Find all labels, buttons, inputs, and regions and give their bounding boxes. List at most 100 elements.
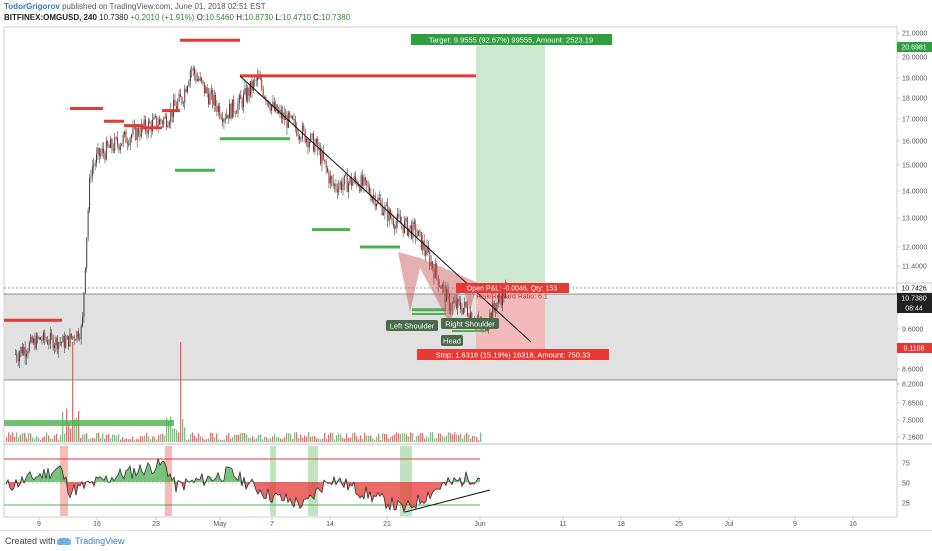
volume-bar — [352, 433, 354, 442]
candle — [251, 74, 253, 98]
candle — [385, 201, 387, 207]
candle — [240, 89, 242, 100]
rsi-band — [270, 446, 276, 516]
candle — [139, 128, 141, 141]
candle — [24, 341, 26, 365]
price-tick-label: 18.0000 — [902, 96, 927, 103]
price-axis[interactable]: 21.0000 20.0000 19.0000 18.0000 17.0000 16.00… — [897, 31, 927, 442]
candle — [157, 117, 159, 134]
author-link[interactable]: TodorGrigorov — [4, 2, 60, 11]
volume-bar — [116, 435, 118, 442]
volume-bar — [416, 435, 418, 442]
candle — [31, 334, 33, 344]
volume-bar — [28, 433, 30, 442]
candle — [381, 197, 383, 216]
target-label[interactable]: Target: 9.9555 (92.67%) 99555, Amount: 2… — [411, 34, 612, 45]
volume-bar — [406, 434, 408, 442]
price-badge-1: 10.7426 — [896, 282, 932, 294]
candle — [223, 117, 225, 130]
volume-bar — [218, 439, 220, 442]
price-change: +0.2010 (+1.91%) — [130, 13, 195, 22]
candle — [248, 85, 250, 103]
candle — [447, 281, 449, 300]
volume-bar — [110, 438, 112, 442]
candle — [56, 335, 58, 355]
candle — [496, 302, 498, 315]
svg-text:Open P&L: -0.0046, Qty: 153: Open P&L: -0.0046, Qty: 153 — [467, 286, 557, 293]
candle — [129, 136, 131, 151]
candle — [352, 179, 354, 187]
candle — [350, 172, 352, 190]
candle — [433, 263, 435, 285]
candle — [364, 176, 366, 186]
candle — [425, 244, 427, 261]
candle — [311, 133, 313, 140]
pl-label[interactable]: Open P&L: -0.0046, Qty: 153 — [456, 283, 569, 293]
volume-bar — [140, 435, 142, 442]
volume-bar — [162, 433, 164, 442]
candle — [222, 111, 224, 127]
candle — [405, 216, 407, 228]
candle — [301, 121, 303, 143]
volume-bar — [250, 437, 252, 442]
tradingview-brand-link[interactable]: TradingView — [75, 536, 125, 546]
candle — [82, 312, 84, 328]
volume-bar — [308, 432, 310, 442]
volume-bars — [6, 342, 482, 442]
rsi-trendline[interactable] — [404, 489, 491, 513]
candle — [325, 158, 327, 175]
candle — [334, 182, 336, 192]
volume-bar — [184, 427, 186, 442]
volume-bar — [328, 434, 330, 442]
volume-bar — [206, 439, 208, 442]
candle — [44, 329, 46, 345]
time-axis[interactable]: 9 16 23 May 7 14 21 Jun 11 18 25 Jul 9 16 — [37, 517, 857, 528]
volume-bar — [186, 439, 188, 442]
candle — [220, 113, 222, 121]
candle — [187, 84, 189, 95]
downtrend-line[interactable] — [239, 75, 532, 343]
candle — [411, 220, 413, 240]
candle — [317, 136, 319, 156]
volume-bar — [462, 438, 464, 442]
volume-bar — [62, 411, 64, 442]
candle — [128, 139, 130, 148]
stop-zone — [476, 286, 545, 349]
volume-bar — [178, 432, 180, 442]
candle — [415, 219, 417, 244]
svg-text:Target: 9.9555 (92.67%) 99555,: Target: 9.9555 (92.67%) 99555, Amount: 2… — [429, 36, 593, 45]
volume-bar — [70, 428, 72, 442]
candle — [297, 129, 299, 141]
volume-bar — [450, 433, 452, 442]
candle — [313, 130, 315, 153]
rsi-axis[interactable]: 75 50 25 — [902, 461, 910, 508]
volume-bar — [220, 439, 222, 442]
candle — [184, 84, 186, 110]
volume-bar — [134, 439, 136, 442]
stop-label[interactable]: Stop: 1.6318 (15.19%) 16318, Amount: 750… — [417, 349, 609, 360]
volume-bar — [310, 436, 312, 442]
volume-bar — [42, 437, 44, 442]
candle — [110, 135, 112, 149]
volume-bar — [34, 439, 36, 442]
candle — [196, 72, 198, 82]
volume-bar — [160, 434, 162, 442]
candle — [397, 207, 399, 228]
candle — [443, 280, 445, 293]
candle — [112, 143, 114, 154]
volume-bar — [434, 438, 436, 442]
volume-bar — [100, 438, 102, 442]
chart-canvas[interactable]: Left Shoulder Head Right Shoulder Target… — [0, 0, 932, 530]
candle — [338, 180, 340, 196]
volume-bar — [264, 436, 266, 442]
candle — [89, 174, 91, 214]
candle — [35, 332, 37, 351]
ohlc-l-label: L: — [275, 13, 283, 22]
candle — [174, 93, 176, 107]
candle — [52, 334, 54, 351]
volume-bar — [72, 342, 74, 442]
volume-bar — [234, 434, 236, 442]
volume-bar — [452, 434, 454, 442]
candle — [440, 284, 442, 289]
candle — [215, 92, 217, 112]
